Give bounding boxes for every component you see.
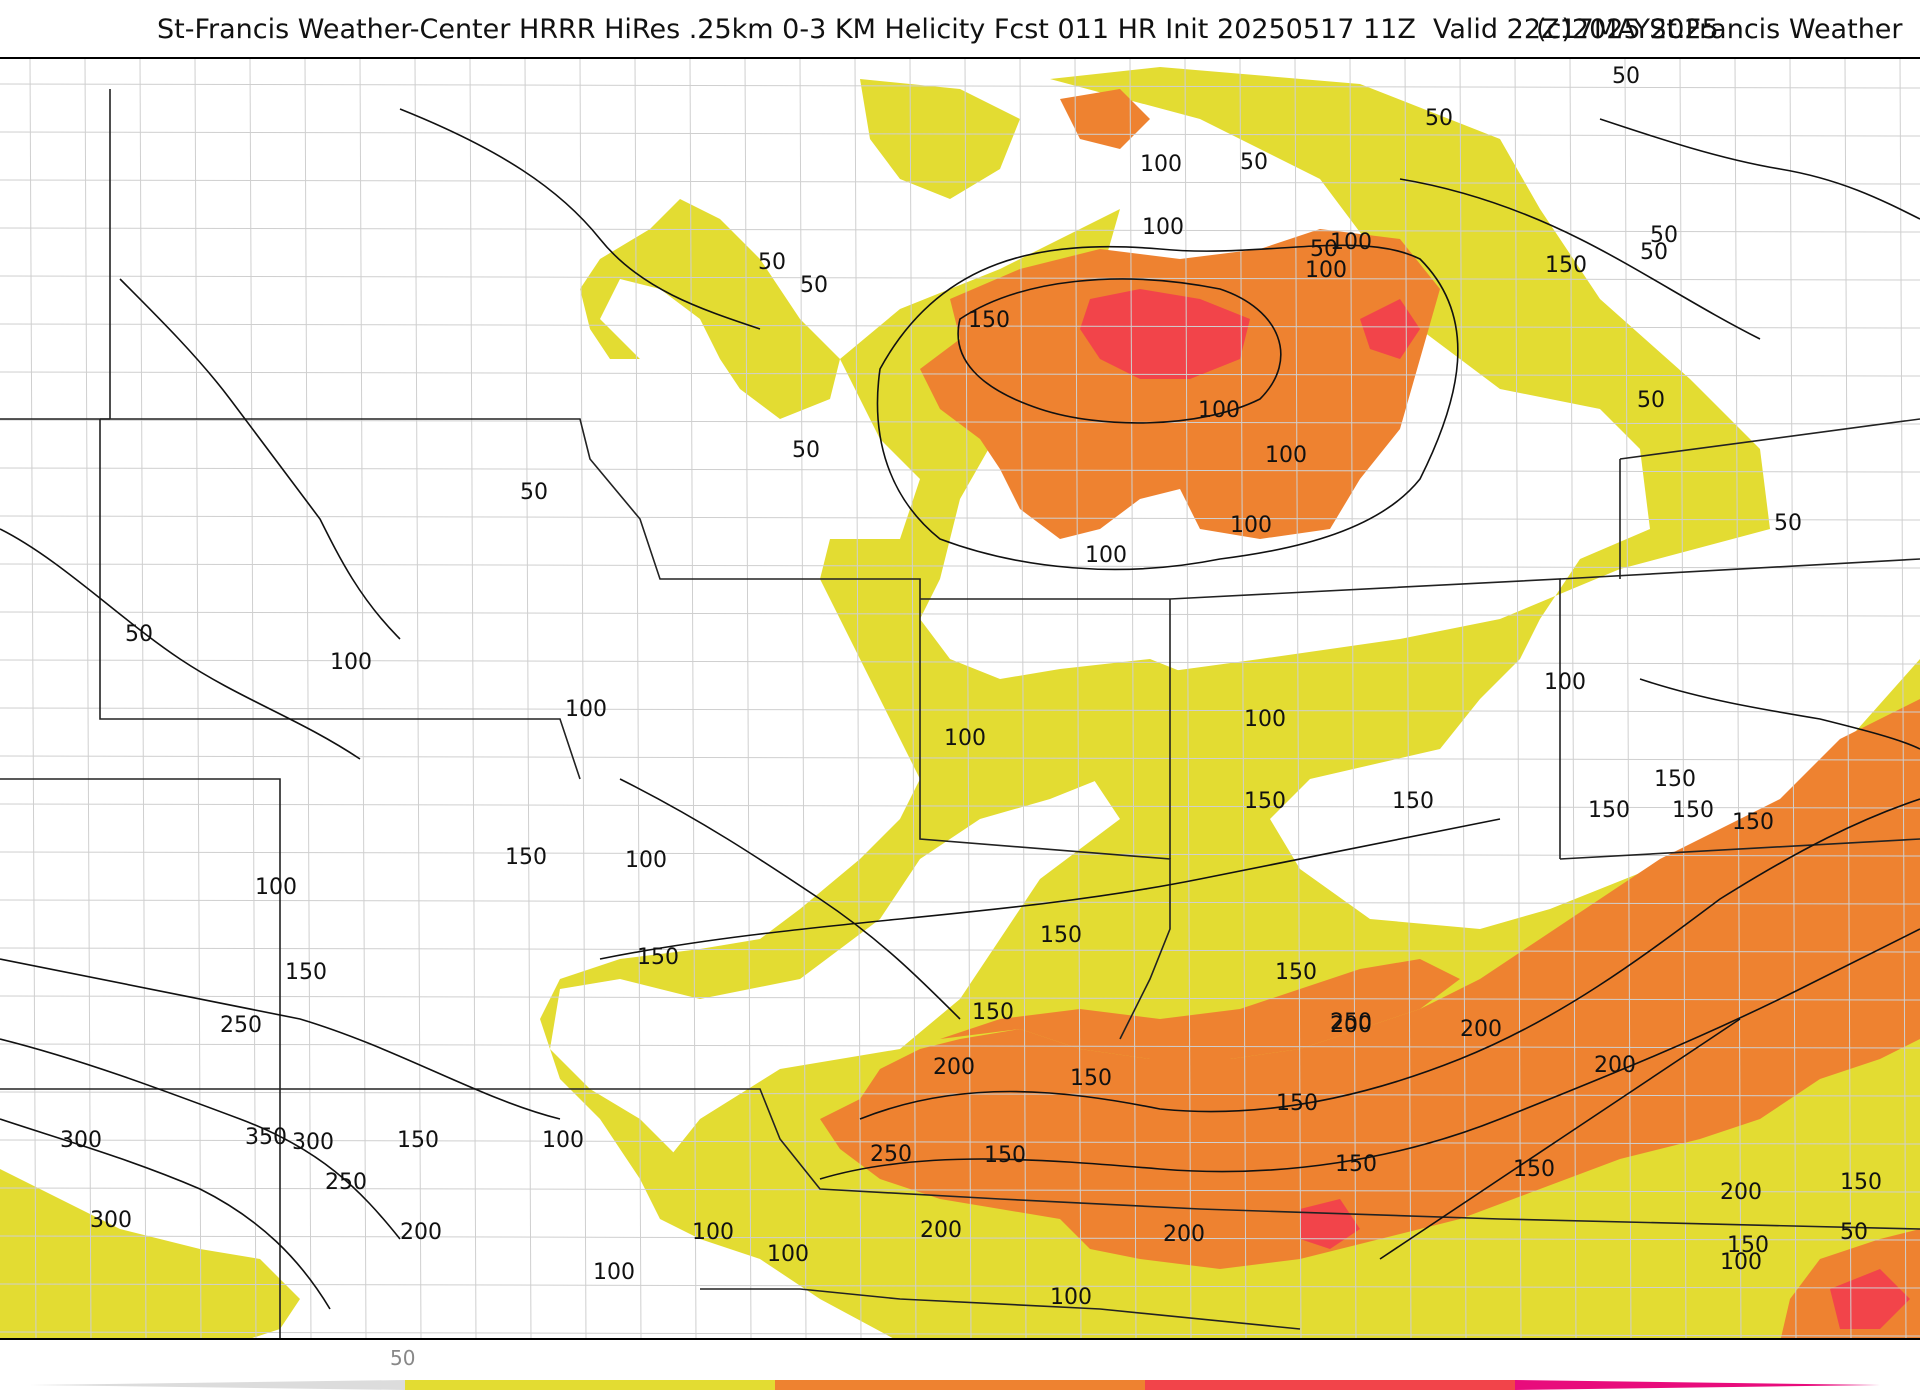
contour-label: 150 xyxy=(1672,798,1714,823)
contour-label: 100 xyxy=(1244,707,1286,732)
contour-label: 100 xyxy=(1544,670,1586,695)
contour-label: 200 xyxy=(400,1220,442,1245)
contour-label: 150 xyxy=(1545,253,1587,278)
map-title-bar: St-Francis Weather-Center HRRR HiRes .25… xyxy=(0,14,1920,107)
contour-label: 150 xyxy=(1588,798,1630,823)
contour-label: 100 xyxy=(944,726,986,751)
contour-label: 150 xyxy=(285,960,327,985)
contour-label: 100 xyxy=(1230,513,1272,538)
contour-label: 50 xyxy=(1240,150,1268,175)
contour-label: 150 xyxy=(1392,789,1434,814)
contour-label: 100 xyxy=(1050,1285,1092,1310)
contour-label: 200 xyxy=(1594,1053,1636,1078)
contour-label: 200 xyxy=(1460,1017,1502,1042)
contour-label: 150 xyxy=(984,1143,1026,1168)
contour-label: 250 xyxy=(325,1170,367,1195)
helicity-contours xyxy=(0,108,1920,1310)
contour-label: 150 xyxy=(1070,1066,1112,1091)
contour-label: 350 xyxy=(245,1125,287,1150)
contour-label: 150 xyxy=(637,945,679,970)
contour-label: 150 xyxy=(1732,810,1774,835)
contour-label: 100 xyxy=(625,848,667,873)
contour-label: 300 xyxy=(292,1130,334,1155)
contour-label: 100 xyxy=(330,650,372,675)
colorbar-segment-orange xyxy=(775,1380,1145,1390)
contour-label: 100 xyxy=(1265,443,1307,468)
contour-label: 250 xyxy=(1330,1010,1372,1035)
contour-label: 100 xyxy=(565,697,607,722)
contour-label: 150 xyxy=(1840,1170,1882,1195)
contour-label: 200 xyxy=(1720,1180,1762,1205)
contour-label: 100 xyxy=(1198,398,1240,423)
contour-label: 100 xyxy=(692,1220,734,1245)
copyright-credit: (c)2025 St.Francis Weather xyxy=(1536,14,1903,45)
colorbar-segment-yellow xyxy=(405,1380,775,1390)
contour-label: 250 xyxy=(870,1142,912,1167)
contour-label: 100 xyxy=(1305,258,1347,283)
colorbar-tick-label: 50 xyxy=(390,1346,416,1370)
colorbar-over-arrow xyxy=(1515,1380,1880,1390)
contour-label: 150 xyxy=(972,1000,1014,1025)
contour-label: 50 xyxy=(800,273,828,298)
helicity-fill-150 xyxy=(820,89,1920,1338)
contour-label: 50 xyxy=(520,480,548,505)
map-title: St-Francis Weather-Center HRRR HiRes .25… xyxy=(157,14,1719,45)
contour-label: 150 xyxy=(1276,1091,1318,1116)
contour-label: 50 xyxy=(758,250,786,275)
contour-label: 150 xyxy=(397,1128,439,1153)
contour-label: 100 xyxy=(593,1260,635,1285)
contour-label: 100 xyxy=(1085,543,1127,568)
contour-label: 50 xyxy=(1612,64,1640,89)
contour-label: 50 xyxy=(125,622,153,647)
colorbar-segment-red xyxy=(1145,1380,1515,1390)
contour-label: 150 xyxy=(1513,1157,1555,1182)
contour-label: 100 xyxy=(542,1128,584,1153)
colorbar-under-arrow xyxy=(30,1380,405,1390)
contour-label: 100 xyxy=(1330,230,1372,255)
contour-label: 250 xyxy=(220,1013,262,1038)
contour-label: 150 xyxy=(1654,767,1696,792)
contour-label: 200 xyxy=(1163,1222,1205,1247)
helicity-map: 50 50 100 50 100 50 50 50 50 100 100 150 150 100 100 10… xyxy=(0,57,1920,1340)
contour-label: 50 xyxy=(1650,223,1678,248)
contour-label: 150 xyxy=(1335,1152,1377,1177)
county-grid xyxy=(0,59,1920,1338)
contour-label: 50 xyxy=(1640,240,1668,265)
contour-label: 200 xyxy=(920,1218,962,1243)
contour-label: 200 xyxy=(1330,1013,1372,1038)
contour-label: 50 xyxy=(1637,388,1665,413)
contour-label: 200 xyxy=(933,1055,975,1080)
contour-label: 150 xyxy=(1244,789,1286,814)
colorbar xyxy=(30,1380,1880,1390)
contour-label: 50 xyxy=(792,438,820,463)
state-borders xyxy=(0,89,1920,1338)
contour-label: 100 xyxy=(1142,215,1184,240)
contour-label: 50 xyxy=(1774,511,1802,536)
contour-label: 150 xyxy=(505,845,547,870)
contour-label: 100 xyxy=(255,875,297,900)
contour-label: 300 xyxy=(60,1128,102,1153)
contour-label: 300 xyxy=(90,1208,132,1233)
contour-label: 150 xyxy=(1040,923,1082,948)
contour-label: 100 xyxy=(767,1242,809,1267)
contour-label: 50 xyxy=(1840,1220,1868,1245)
contour-label: 50 xyxy=(1425,106,1453,131)
contour-label: 100 xyxy=(1720,1250,1762,1275)
helicity-fill-250 xyxy=(1080,289,1910,1329)
contour-label: 50 xyxy=(1310,237,1338,262)
contour-label: 150 xyxy=(968,308,1010,333)
contour-label: 150 xyxy=(1727,1233,1769,1258)
contour-label: 150 xyxy=(1275,960,1317,985)
contour-label: 100 xyxy=(1140,152,1182,177)
